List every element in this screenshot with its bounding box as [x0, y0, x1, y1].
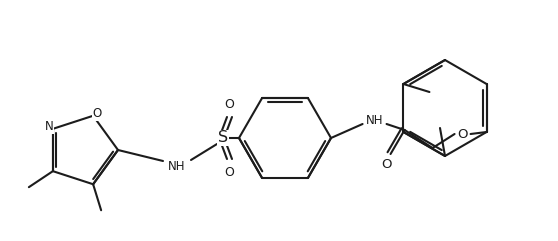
- Text: NH: NH: [169, 160, 186, 173]
- Text: O: O: [224, 166, 234, 179]
- Text: O: O: [224, 98, 234, 111]
- Text: O: O: [93, 107, 102, 120]
- Text: S: S: [218, 130, 228, 146]
- Text: N: N: [45, 120, 53, 133]
- Text: NH: NH: [366, 114, 383, 127]
- Text: O: O: [381, 158, 392, 170]
- Text: O: O: [458, 127, 468, 141]
